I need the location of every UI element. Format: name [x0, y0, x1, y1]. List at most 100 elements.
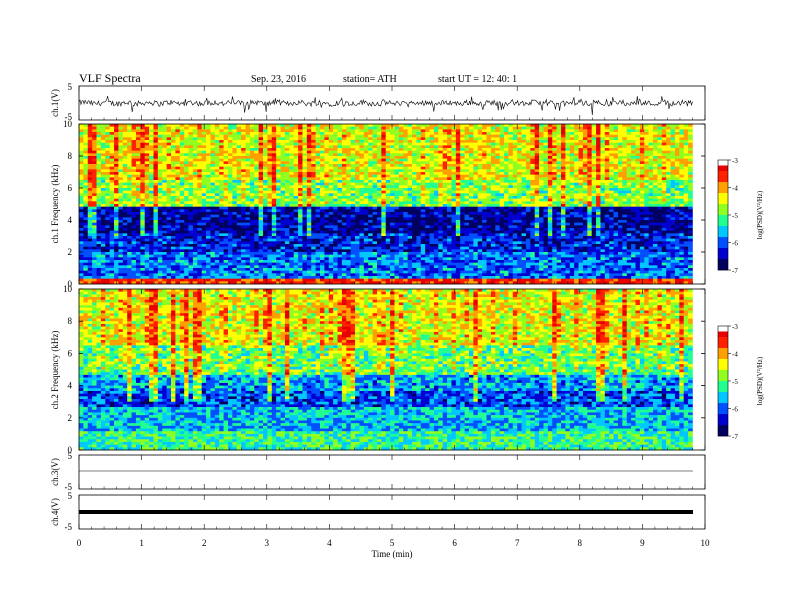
spectrogram-cell — [359, 188, 365, 191]
spectrogram-cell — [390, 230, 395, 234]
spectrogram-cell — [201, 177, 207, 181]
spectrogram-cell — [276, 238, 281, 242]
spectrogram-cell — [109, 126, 115, 130]
spectrogram-cell — [96, 150, 102, 154]
spectrogram-cell — [162, 236, 167, 239]
spectrogram-cell — [175, 238, 181, 242]
spectrogram-cell — [96, 169, 102, 173]
spectrogram-cell — [227, 246, 233, 250]
spectrogram-cell — [429, 132, 435, 135]
spectrogram-cell — [201, 262, 207, 266]
spectrogram-cell — [153, 150, 159, 154]
spectrogram-cell — [79, 182, 84, 186]
spectrogram-cell — [184, 222, 189, 226]
spectrogram-cell — [433, 209, 439, 213]
spectrogram-cell — [298, 230, 303, 234]
spectrogram-cell — [363, 161, 369, 165]
spectrogram-cell — [157, 233, 163, 237]
spectrogram-cell — [263, 270, 268, 274]
spectrogram-cell — [306, 158, 312, 162]
spectrogram-cell — [390, 129, 395, 133]
spectrogram-cell — [433, 166, 439, 170]
spectrogram-cell — [368, 209, 373, 213]
spectrogram-cell — [429, 206, 435, 210]
spectrogram-cell — [350, 148, 356, 151]
spectrogram-cell — [341, 244, 347, 247]
spectrogram-cell — [105, 166, 110, 170]
spectrogram-cell — [341, 132, 347, 135]
spectrogram-cell — [171, 206, 176, 210]
spectrogram-cell — [223, 281, 229, 285]
spectrogram-cell — [254, 156, 259, 159]
spectrogram-cell — [280, 265, 286, 269]
spectrogram-cell — [258, 174, 264, 178]
spectrogram-cell — [100, 230, 106, 234]
spectrogram-cell — [372, 188, 378, 191]
spectrogram-cell — [407, 273, 413, 277]
spectrogram-cell — [381, 164, 387, 167]
spectrogram-cell — [201, 230, 207, 234]
spectrogram-cell — [232, 222, 238, 226]
spectrogram-cell — [376, 254, 382, 258]
spectrogram-cell — [333, 225, 338, 229]
spectrogram-cell — [276, 233, 281, 237]
spectrogram-cell — [241, 156, 246, 159]
spectrogram-cell — [320, 137, 325, 141]
spectrogram-cell — [271, 241, 277, 245]
spectrogram-cell — [438, 225, 443, 229]
spectrogram-cell — [100, 233, 106, 237]
spectrogram-cell — [385, 137, 391, 141]
spectrogram-cell — [92, 217, 97, 221]
spectrogram-cell — [114, 214, 119, 218]
spectrogram-cell — [284, 238, 290, 242]
spectrogram-cell — [175, 270, 181, 274]
spectrogram-cell — [135, 254, 141, 258]
spectrogram-cell — [179, 140, 185, 143]
spectrogram-cell — [87, 164, 93, 167]
spectrogram-cell — [171, 188, 176, 191]
spectrogram-cell — [236, 236, 242, 239]
spectrogram-cell — [83, 281, 89, 285]
spectrogram-cell — [258, 145, 264, 149]
spectrogram-cell — [280, 193, 286, 197]
spectrogram-cell — [328, 276, 334, 279]
spectrogram-cell — [135, 196, 141, 199]
spectrogram-cell — [140, 164, 146, 167]
spectrogram-cell — [227, 177, 233, 181]
spectrogram-cell — [416, 206, 422, 210]
spectrogram-cell — [245, 254, 251, 258]
spectrogram-cell — [227, 270, 233, 274]
spectrogram-cell — [171, 150, 176, 154]
spectrogram-cell — [171, 246, 176, 250]
spectrogram-cell — [249, 276, 255, 279]
spectrogram-cell — [394, 262, 400, 266]
spectrogram-cell — [420, 220, 426, 223]
spectrogram-cell — [341, 185, 347, 189]
spectrogram-cell — [337, 233, 343, 237]
spectrogram-cell — [433, 129, 439, 133]
spectrogram-cell — [368, 212, 373, 215]
spectrogram-cell — [359, 193, 365, 197]
spectrogram-cell — [214, 174, 220, 178]
spectrogram-cell — [394, 196, 400, 199]
spectrogram-cell — [363, 204, 369, 207]
spectrogram-cell — [236, 241, 242, 245]
spectrogram-cell — [359, 228, 365, 231]
spectrogram-cell — [442, 134, 448, 138]
spectrogram-cell — [223, 177, 229, 181]
spectrogram-cell — [140, 214, 146, 218]
spectrogram-cell — [223, 161, 229, 165]
spectrogram-cell — [245, 137, 251, 141]
spectrogram-cell — [258, 166, 264, 170]
spectrogram-cell — [368, 148, 373, 151]
spectrogram-cell — [350, 172, 356, 175]
spectrogram-cell — [131, 140, 137, 143]
spectrogram-cell — [315, 134, 321, 138]
spectrogram-cell — [398, 196, 404, 199]
spectrogram-cell — [368, 142, 373, 146]
spectrogram-cell — [188, 196, 194, 199]
spectrogram-cell — [100, 268, 106, 271]
spectrogram-cell — [258, 180, 264, 183]
spectrogram-cell — [258, 201, 264, 205]
spectrogram-cell — [157, 196, 163, 199]
